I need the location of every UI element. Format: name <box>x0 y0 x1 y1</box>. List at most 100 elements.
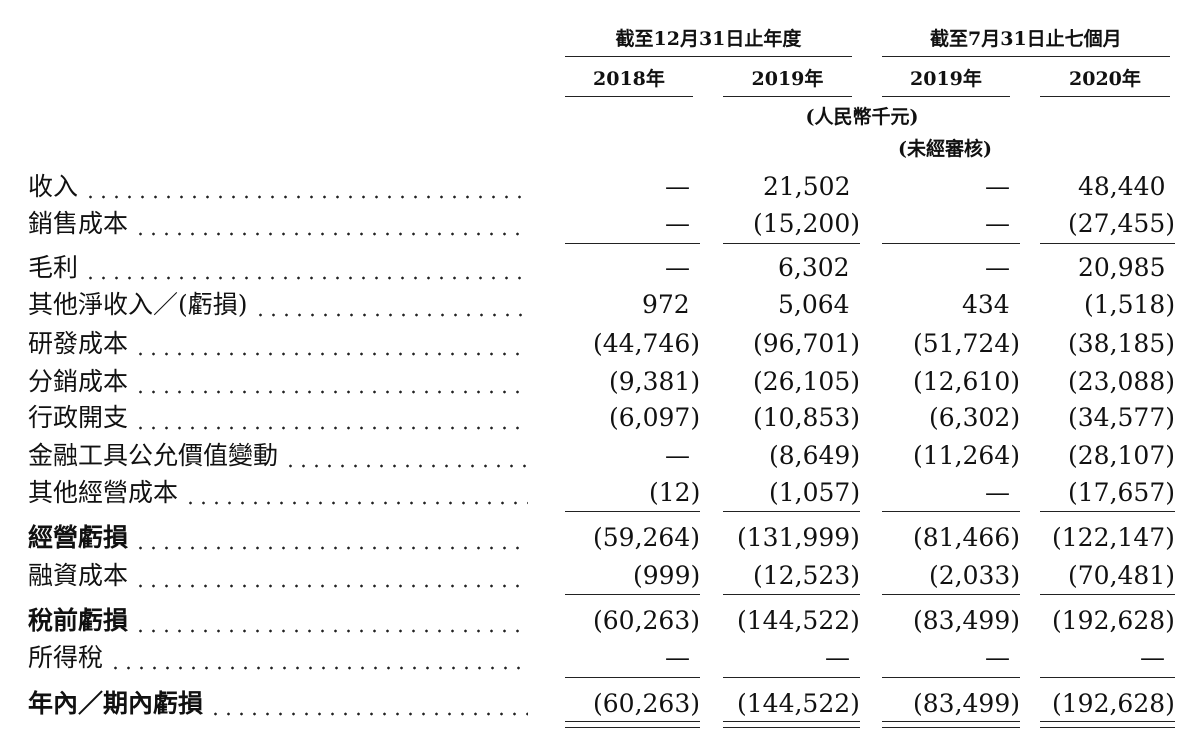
sum-rule <box>882 677 1020 678</box>
leader-dots <box>254 313 528 317</box>
cell-value: 48,440 <box>1078 172 1166 201</box>
cell-value: (34,577) <box>1068 403 1175 432</box>
total-rule <box>1040 721 1175 722</box>
row-label: 銷售成本 <box>28 209 129 238</box>
cell-value: — <box>665 209 690 238</box>
row-label: 收入 <box>28 172 79 201</box>
unit-label: (未經審核) <box>898 138 992 160</box>
cell-value: 972 <box>642 290 690 319</box>
leader-dots <box>134 546 528 550</box>
row-label: 其他經營成本 <box>28 478 179 507</box>
header-rule <box>565 56 852 57</box>
cell-value: 6,302 <box>778 253 850 282</box>
leader-dots <box>284 464 528 468</box>
leader-dots <box>84 195 528 199</box>
sum-rule <box>723 677 860 678</box>
cell-value: (1,057) <box>769 478 861 507</box>
row-label: 毛利 <box>28 253 79 282</box>
cell-value: (192,628) <box>1052 689 1175 718</box>
total-rule <box>723 727 860 728</box>
cell-value: (11,264) <box>913 441 1020 470</box>
leader-dots <box>134 352 528 356</box>
year-header: 2020年 <box>1069 68 1141 90</box>
sum-rule <box>565 511 700 512</box>
unit-label: (人民幣千元) <box>805 106 919 128</box>
leader-dots <box>84 276 528 280</box>
year-rule <box>723 96 852 97</box>
year-rule <box>1040 96 1170 97</box>
cell-value: 21,502 <box>763 172 851 201</box>
cell-value: — <box>985 253 1010 282</box>
row-label: 融資成本 <box>28 561 129 590</box>
cell-value: (96,701) <box>753 329 860 358</box>
sum-rule <box>1040 243 1175 244</box>
cell-value: (60,263) <box>593 606 700 635</box>
sum-rule <box>1040 511 1175 512</box>
cell-value: (26,105) <box>753 367 860 396</box>
sum-rule <box>565 243 700 244</box>
cell-value: (38,185) <box>1068 329 1175 358</box>
leader-dots <box>184 501 528 505</box>
sum-rule <box>723 594 860 595</box>
sum-rule <box>1040 594 1175 595</box>
cell-value: — <box>665 172 690 201</box>
leader-dots <box>134 584 528 588</box>
cell-value: (59,264) <box>593 523 700 552</box>
cell-value: (60,263) <box>593 689 700 718</box>
sum-rule <box>565 594 700 595</box>
leader-dots <box>134 426 528 430</box>
cell-value: 5,064 <box>778 290 850 319</box>
header-rule <box>882 56 1170 57</box>
leader-dots <box>209 712 528 716</box>
year-header: 2019年 <box>910 68 982 90</box>
leader-dots <box>109 666 528 670</box>
group-header: 截至7月31日止七個月 <box>930 28 1122 50</box>
cell-value: 434 <box>962 290 1010 319</box>
cell-value: (999) <box>633 561 701 590</box>
row-label: 稅前虧損 <box>28 606 129 635</box>
row-label: 年內／期內虧損 <box>28 689 204 718</box>
cell-value: (28,107) <box>1068 441 1175 470</box>
sum-rule <box>723 243 860 244</box>
row-label: 所得稅 <box>28 643 104 672</box>
cell-value: 20,985 <box>1078 253 1166 282</box>
cell-value: (81,466) <box>913 523 1020 552</box>
cell-value: (144,522) <box>737 606 860 635</box>
row-label: 行政開支 <box>28 403 129 432</box>
year-rule <box>565 96 693 97</box>
leader-dots <box>134 390 528 394</box>
cell-value: — <box>665 253 690 282</box>
cell-value: (10,853) <box>753 403 860 432</box>
cell-value: — <box>985 172 1010 201</box>
sum-rule <box>882 511 1020 512</box>
row-label: 經營虧損 <box>28 523 129 552</box>
cell-value: (70,481) <box>1068 561 1175 590</box>
cell-value: (12) <box>649 478 701 507</box>
cell-value: — <box>665 643 690 672</box>
year-header: 2019年 <box>751 68 824 90</box>
year-header: 2018年 <box>593 68 665 90</box>
row-label: 金融工具公允價值變動 <box>28 441 279 470</box>
cell-value: (9,381) <box>609 367 701 396</box>
row-label: 其他淨收入／(虧損) <box>28 290 248 319</box>
cell-value: (12,523) <box>753 561 860 590</box>
total-rule <box>882 721 1020 722</box>
sum-rule <box>882 243 1020 244</box>
sum-rule <box>882 594 1020 595</box>
leader-dots <box>134 232 528 236</box>
cell-value: (6,302) <box>929 403 1021 432</box>
cell-value: (2,033) <box>929 561 1021 590</box>
cell-value: (44,746) <box>593 329 700 358</box>
total-rule <box>1040 727 1175 728</box>
cell-value: (12,610) <box>913 367 1020 396</box>
row-label: 分銷成本 <box>28 367 129 396</box>
cell-value: — <box>985 478 1010 507</box>
cell-value: (83,499) <box>913 689 1020 718</box>
cell-value: (8,649) <box>769 441 861 470</box>
leader-dots <box>134 629 528 633</box>
cell-value: (23,088) <box>1068 367 1175 396</box>
cell-value: (192,628) <box>1052 606 1175 635</box>
cell-value: (15,200) <box>753 209 860 238</box>
cell-value: — <box>985 643 1010 672</box>
